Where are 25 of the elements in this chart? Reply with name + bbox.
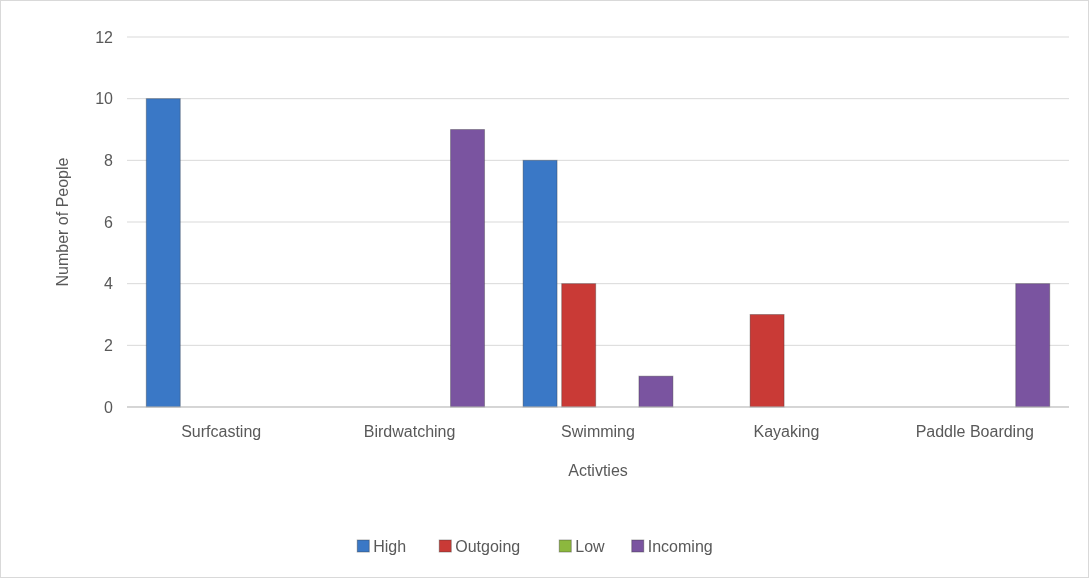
y-axis-title: Number of People (54, 157, 71, 287)
bar (1015, 283, 1051, 408)
bar (450, 129, 486, 408)
bar (522, 159, 558, 408)
legend-label: Outgoing (455, 537, 521, 555)
x-tick-label: Swimming (561, 423, 635, 440)
bar (638, 375, 674, 408)
x-axis-title: Activties (568, 462, 628, 479)
x-tick-label: Surfcasting (181, 423, 262, 440)
y-tick-label: 2 (104, 336, 114, 354)
x-tick-label: Paddle Boarding (915, 423, 1034, 440)
bar (561, 283, 597, 408)
y-tick-label: 10 (95, 90, 114, 108)
legend-label: High (373, 537, 407, 555)
bar (145, 98, 181, 408)
bar (749, 314, 785, 408)
y-tick-label: 0 (104, 398, 114, 416)
x-tick-label: Birdwatching (363, 423, 456, 440)
y-tick-label: 6 (104, 213, 114, 231)
y-tick-label: 8 (104, 151, 114, 169)
legend-label: Low (575, 537, 606, 555)
legend-label: Incoming (647, 537, 713, 555)
x-tick-label: Kayaking (753, 423, 820, 440)
y-tick-label: 4 (104, 275, 114, 293)
y-tick-label: 12 (95, 28, 114, 46)
